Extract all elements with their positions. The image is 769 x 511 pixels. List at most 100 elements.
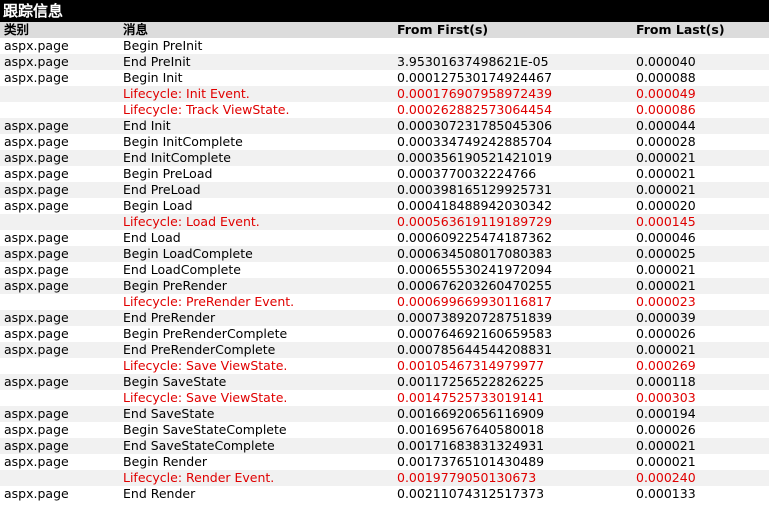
table-row: Lifecycle: Track ViewState. 0.00026288257… bbox=[0, 102, 769, 118]
cell-message: Lifecycle: PreRender Event. bbox=[123, 294, 295, 309]
table-row: aspx.page Begin SaveStateComplete 0.001695… bbox=[0, 422, 769, 438]
table-row: aspx.page End Load 0.000609225474187362 0.0… bbox=[0, 230, 769, 246]
cell-message: End SaveStateComplete bbox=[119, 438, 393, 454]
cell-from-first: 0.000785644544208831 bbox=[393, 342, 632, 358]
cell-from-first: 0.00211074312517373 bbox=[397, 486, 545, 501]
cell-from-last: 0.000194 bbox=[632, 406, 769, 422]
cell-message: End PreRenderComplete bbox=[119, 342, 393, 358]
trace-table-header: 类别 消息 From First(s) From Last(s) bbox=[0, 22, 769, 38]
cell-category: aspx.page bbox=[0, 246, 119, 262]
cell-category bbox=[0, 102, 119, 118]
cell-message: End InitComplete bbox=[119, 150, 393, 166]
table-row: Lifecycle: Init Event. 0.0001769079589724… bbox=[0, 86, 769, 102]
cell-from-last: 0.000021 bbox=[632, 182, 769, 198]
cell-from-last: 0.000020 bbox=[636, 198, 696, 213]
cell-from-last: 0.000240 bbox=[632, 470, 769, 486]
cell-from-last: 0.000021 bbox=[632, 342, 769, 358]
cell-from-first: 0.000634508017080383 bbox=[393, 246, 632, 262]
cell-from-last bbox=[632, 38, 769, 54]
cell-from-first: 0.000655530241972094 bbox=[397, 262, 553, 277]
cell-category: aspx.page bbox=[0, 406, 119, 422]
cell-message: Lifecycle: Save ViewState. bbox=[123, 358, 288, 373]
cell-message: End LoadComplete bbox=[123, 262, 241, 277]
cell-category: aspx.page bbox=[0, 54, 119, 70]
cell-message: Begin Init bbox=[123, 70, 183, 85]
cell-from-first: 0.000609225474187362 bbox=[397, 230, 553, 245]
cell-from-last: 0.000026 bbox=[636, 422, 696, 437]
cell-category: aspx.page bbox=[4, 198, 69, 213]
cell-from-last: 0.000044 bbox=[632, 118, 769, 134]
cell-from-last: 0.000133 bbox=[636, 486, 696, 501]
cell-from-first: 0.000356190521421019 bbox=[393, 150, 632, 166]
cell-message: Begin Load bbox=[123, 198, 193, 213]
table-row: aspx.page Begin PreRender 0.00067620326047… bbox=[0, 278, 769, 294]
table-row: aspx.page Begin PreLoad 0.0003770032224766… bbox=[0, 166, 769, 182]
cell-category: aspx.page bbox=[0, 278, 119, 294]
cell-from-last: 0.000023 bbox=[636, 294, 696, 309]
cell-message: Lifecycle: Save ViewState. bbox=[123, 390, 288, 405]
table-row: aspx.page End SaveState 0.0016692065611690… bbox=[0, 406, 769, 422]
trace-table: 类别 消息 From First(s) From Last(s) aspx.pa… bbox=[0, 22, 769, 502]
table-row: aspx.page End InitComplete 0.0003561905214… bbox=[0, 150, 769, 166]
table-row: aspx.page End SaveStateComplete 0.00171683… bbox=[0, 438, 769, 454]
cell-category bbox=[0, 358, 119, 374]
cell-category: aspx.page bbox=[4, 422, 69, 437]
cell-from-first: 0.00166920656116909 bbox=[393, 406, 632, 422]
cell-message: Begin InitComplete bbox=[123, 134, 243, 149]
cell-message: End SaveState bbox=[119, 406, 393, 422]
cell-from-last: 0.000303 bbox=[636, 390, 696, 405]
cell-category: aspx.page bbox=[4, 262, 69, 277]
table-row: Lifecycle: Save ViewState. 0.001475257330… bbox=[0, 390, 769, 406]
cell-message: Begin PreRender bbox=[119, 278, 393, 294]
cell-category: aspx.page bbox=[0, 374, 119, 390]
table-row: aspx.page End PreInit 3.95301637498621E-05… bbox=[0, 54, 769, 70]
table-row: aspx.page Begin SaveState 0.00117256522826… bbox=[0, 374, 769, 390]
cell-message: Lifecycle: Render Event. bbox=[119, 470, 393, 486]
header-from-first: From First(s) bbox=[393, 22, 632, 38]
cell-from-last: 0.000086 bbox=[636, 102, 696, 117]
cell-from-last: 0.000021 bbox=[636, 166, 696, 181]
cell-message: Lifecycle: Track ViewState. bbox=[123, 102, 290, 117]
cell-from-last: 0.000021 bbox=[632, 278, 769, 294]
cell-from-first bbox=[393, 38, 632, 54]
cell-from-first: 0.0019779050130673 bbox=[393, 470, 632, 486]
table-row: Lifecycle: Save ViewState. 0.001054673149… bbox=[0, 358, 769, 374]
cell-from-last: 0.000046 bbox=[636, 230, 696, 245]
cell-from-first: 0.000676203260470255 bbox=[393, 278, 632, 294]
cell-category bbox=[0, 294, 119, 310]
cell-from-first: 0.000563619119189729 bbox=[393, 214, 632, 230]
cell-from-last: 0.000088 bbox=[636, 70, 696, 85]
cell-from-last: 0.000021 bbox=[632, 438, 769, 454]
table-row: aspx.page End PreLoad 0.000398165129925731… bbox=[0, 182, 769, 198]
cell-category bbox=[0, 470, 119, 486]
cell-category: aspx.page bbox=[4, 230, 69, 245]
table-row: aspx.page Begin PreInit bbox=[0, 38, 769, 54]
cell-from-first: 0.000738920728751839 bbox=[393, 310, 632, 326]
cell-category: aspx.page bbox=[4, 70, 69, 85]
cell-from-last: 0.000025 bbox=[632, 246, 769, 262]
cell-message: End PreInit bbox=[119, 54, 393, 70]
cell-category: aspx.page bbox=[0, 342, 119, 358]
cell-category: aspx.page bbox=[0, 150, 119, 166]
table-row: aspx.page Begin PreRenderComplete 0.000764… bbox=[0, 326, 769, 342]
table-row: aspx.page End PreRenderComplete 0.00078564… bbox=[0, 342, 769, 358]
cell-message: End Init bbox=[119, 118, 393, 134]
cell-message: End Load bbox=[123, 230, 181, 245]
cell-from-first: 0.000699669930116817 bbox=[397, 294, 553, 309]
cell-from-last: 0.000049 bbox=[632, 86, 769, 102]
cell-from-first: 0.00173765101430489 bbox=[397, 454, 545, 469]
cell-from-last: 0.000040 bbox=[632, 54, 769, 70]
cell-category bbox=[0, 390, 119, 406]
cell-category: aspx.page bbox=[0, 118, 119, 134]
cell-category: aspx.page bbox=[0, 182, 119, 198]
cell-message: Begin PreRenderComplete bbox=[123, 326, 288, 341]
cell-category: aspx.page bbox=[4, 166, 69, 181]
cell-from-last: 0.000021 bbox=[632, 150, 769, 166]
cell-category bbox=[0, 214, 119, 230]
table-row: aspx.page Begin LoadComplete 0.00063450801… bbox=[0, 246, 769, 262]
cell-message: End PreRender bbox=[119, 310, 393, 326]
cell-category: aspx.page bbox=[4, 134, 69, 149]
cell-from-last: 0.000028 bbox=[636, 134, 696, 149]
cell-category: aspx.page bbox=[4, 38, 69, 53]
cell-message: Begin PreInit bbox=[123, 38, 203, 53]
